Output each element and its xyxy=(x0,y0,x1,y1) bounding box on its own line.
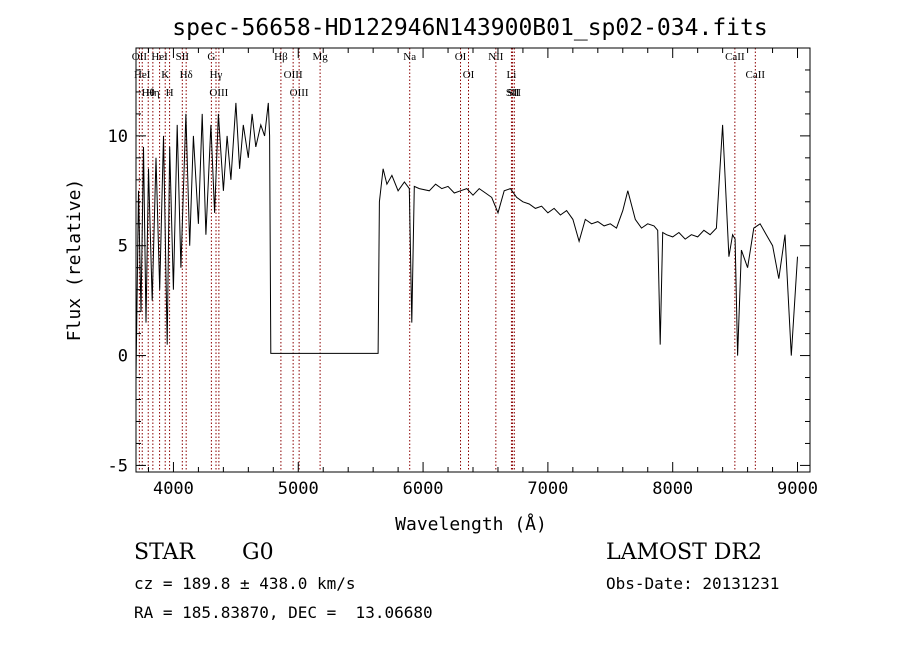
line-marker-label: OIII xyxy=(284,69,303,81)
line-marker-label: Hβ xyxy=(274,51,288,63)
line-marker-label: Na xyxy=(403,51,416,63)
line-marker-label: Hη xyxy=(146,87,160,99)
obs-date-text: Obs-Date: 20131231 xyxy=(606,574,780,593)
line-marker-label: OI xyxy=(463,69,475,81)
line-marker-label: Hδ xyxy=(180,69,193,81)
line-marker-label: K xyxy=(161,69,169,81)
y-tick-label: 0 xyxy=(118,347,128,367)
object-subclass: G0 xyxy=(242,540,274,565)
line-marker-label: SII xyxy=(176,51,190,63)
x-tick-label: 9000 xyxy=(777,479,818,499)
line-marker-label: CaII xyxy=(725,51,745,63)
x-tick-label: 7000 xyxy=(527,479,568,499)
line-marker-label: OI xyxy=(455,51,467,63)
spectrum-series-line xyxy=(135,102,798,378)
x-tick-label: 5000 xyxy=(278,479,319,499)
line-marker-label: OII xyxy=(132,51,148,63)
y-tick-label: -5 xyxy=(108,456,128,476)
y-axis-label: Flux (relative) xyxy=(64,179,85,342)
y-tick-label: 10 xyxy=(108,127,128,147)
y-tick-label: 5 xyxy=(118,237,128,257)
axis-tick-labels: 4000 5000 6000 7000 8000 9000 -5 0 5 10 xyxy=(108,127,818,499)
x-axis-label: Wavelength (Å) xyxy=(395,513,547,535)
line-marker-label: HeI xyxy=(134,69,151,81)
object-class: STAR xyxy=(134,540,195,565)
x-tick-label: 4000 xyxy=(153,479,194,499)
line-marker-label: HeI xyxy=(151,51,168,63)
line-marker-label: OIII xyxy=(209,87,228,99)
line-marker-label: G xyxy=(207,51,215,63)
redshift-text: cz = 189.8 ± 438.0 km/s xyxy=(134,574,356,593)
line-marker-label: Hθ xyxy=(142,87,155,99)
survey-label: LAMOST DR2 xyxy=(606,540,762,565)
line-marker-label: Hγ xyxy=(210,69,223,81)
x-tick-label: 8000 xyxy=(652,479,693,499)
line-marker-label: NII xyxy=(488,51,504,63)
line-marker-label: SII xyxy=(506,87,520,99)
plot-frame xyxy=(135,47,811,473)
line-marker-label: Li xyxy=(507,69,517,81)
line-marker-label: CaII xyxy=(746,69,766,81)
line-marker-label: Mg xyxy=(312,51,328,63)
axis-ticks xyxy=(136,48,810,472)
line-marker-label: OIII xyxy=(290,87,309,99)
chart-title: spec-56658-HD122946N143900B01_sp02-034.f… xyxy=(172,15,767,41)
coordinates-text: RA = 185.83870, DEC = 13.06680 xyxy=(134,603,433,622)
x-tick-label: 6000 xyxy=(403,479,444,499)
spectral-line-markers xyxy=(138,48,756,472)
line-marker-label: H xyxy=(166,87,174,99)
line-marker-label: SII xyxy=(508,87,522,99)
